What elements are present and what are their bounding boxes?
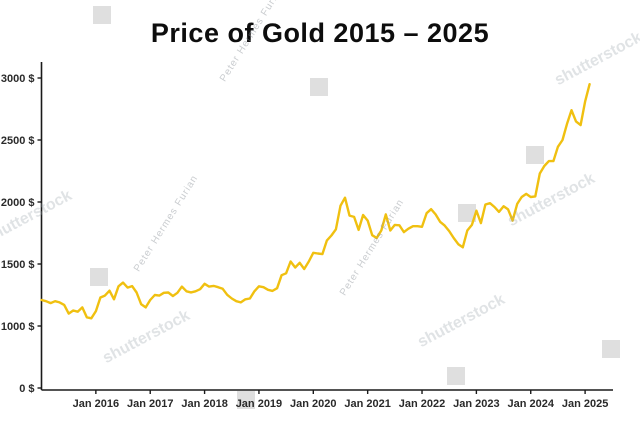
- y-tick-label: 0 $: [19, 383, 34, 395]
- y-tick-label: 1500 $: [1, 259, 35, 271]
- y-tick-label: 1000 $: [1, 321, 35, 333]
- x-tick-label: Jan 2025: [562, 398, 608, 410]
- gold-price-line: [40, 82, 591, 320]
- x-tick-label: Jan 2023: [453, 398, 499, 410]
- y-tick-label: 2500 $: [1, 135, 35, 147]
- chart-title: Price of Gold 2015 – 2025: [150, 18, 490, 48]
- x-tick-label: Jan 2022: [399, 398, 445, 410]
- y-tick-label: 3000 $: [1, 73, 35, 85]
- x-tick-label: Jan 2019: [236, 398, 282, 410]
- y-tick-label: 2000 $: [1, 197, 35, 209]
- x-tick-label: Jan 2021: [344, 398, 390, 410]
- x-tick-label: Jan 2017: [127, 398, 173, 410]
- x-tick-label: Jan 2016: [73, 398, 119, 410]
- x-tick-label: Jan 2020: [290, 398, 336, 410]
- x-tick-label: Jan 2018: [181, 398, 227, 410]
- x-tick-label: Jan 2024: [507, 398, 554, 410]
